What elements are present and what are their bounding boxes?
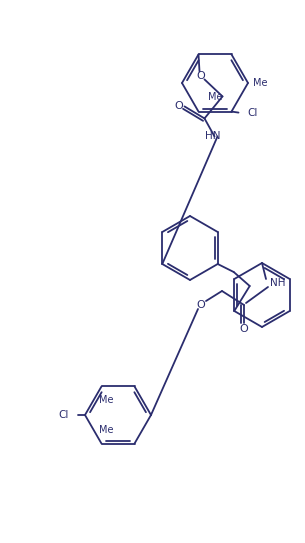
Text: HN: HN	[205, 131, 221, 141]
Text: NH: NH	[270, 278, 285, 288]
Text: Me: Me	[253, 78, 267, 88]
Text: O: O	[196, 72, 205, 81]
Text: O: O	[197, 300, 205, 310]
Text: Cl: Cl	[247, 108, 258, 118]
Text: Me: Me	[99, 395, 113, 406]
Text: Cl: Cl	[59, 410, 69, 420]
Text: O: O	[240, 324, 248, 334]
Text: Me: Me	[99, 425, 113, 434]
Text: O: O	[174, 102, 183, 111]
Text: Me: Me	[208, 92, 222, 102]
